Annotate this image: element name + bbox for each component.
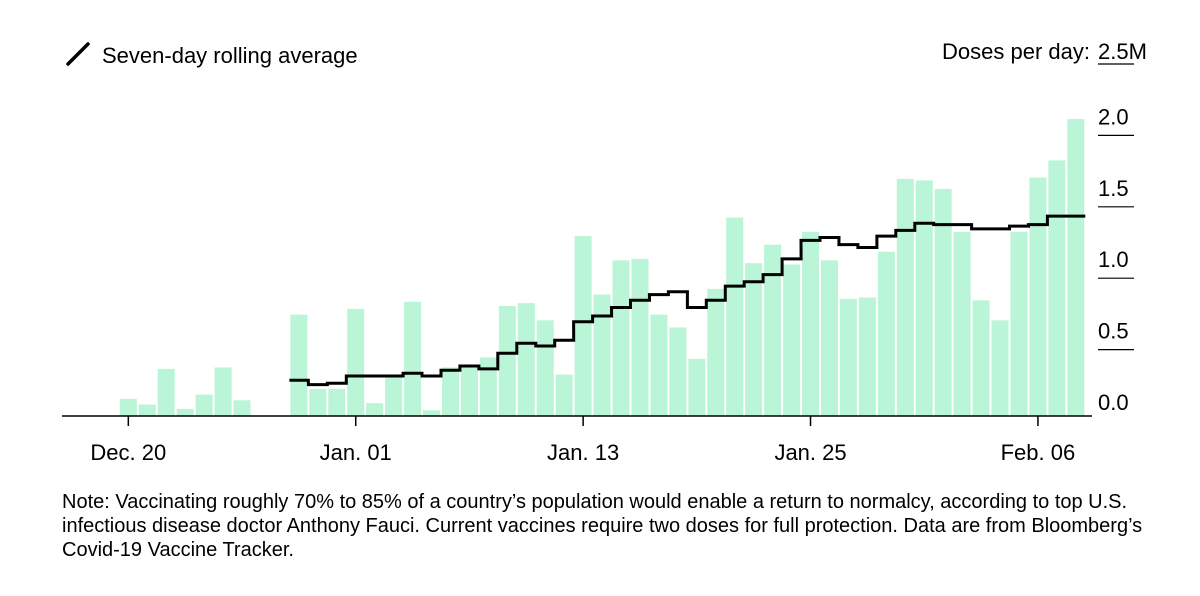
bar: [1067, 118, 1085, 416]
bar: [214, 367, 232, 416]
bar: [498, 306, 516, 416]
y-axis: 0.0 0.5 1.0 1.5 2.0 2.5M: [1098, 39, 1147, 415]
bar: [479, 357, 497, 416]
bar: [290, 314, 308, 416]
vaccine-doses-chart: Seven-day rolling average Doses per day:…: [62, 39, 1147, 465]
bar: [593, 294, 611, 416]
bar: [328, 388, 346, 416]
bar: [612, 260, 630, 416]
bar: [441, 367, 459, 416]
bar: [858, 297, 876, 416]
bar: [119, 398, 137, 416]
bar: [366, 403, 384, 416]
y-tick-label: 1.0: [1098, 247, 1129, 272]
legend: Seven-day rolling average: [66, 42, 358, 68]
x-tick-label: Jan. 25: [774, 440, 846, 465]
x-tick-label: Jan. 13: [547, 440, 619, 465]
y-tick-label: 1.5: [1098, 176, 1129, 201]
bar: [839, 298, 857, 416]
y-tick-label: 2.0: [1098, 104, 1129, 129]
bar: [783, 264, 801, 416]
bar: [385, 374, 403, 416]
legend-label: Seven-day rolling average: [102, 43, 358, 68]
bar: [176, 408, 194, 416]
bar: [555, 374, 573, 416]
bar: [669, 327, 687, 416]
bar: [972, 300, 990, 416]
bar: [157, 368, 175, 416]
bar: [915, 180, 933, 416]
chart-note: Note: Vaccinating roughly 70% to 85% of …: [62, 491, 1143, 561]
bar: [953, 231, 971, 416]
bar: [138, 404, 156, 416]
bar: [631, 258, 649, 416]
y-tick-label: 0.5: [1098, 319, 1129, 344]
bar: [233, 400, 251, 416]
bar: [877, 251, 895, 416]
bar: [1010, 231, 1028, 416]
bar: [460, 364, 478, 416]
bar: [934, 188, 952, 416]
bar: [896, 178, 914, 416]
bar: [574, 236, 592, 416]
y-unit-label: Doses per day:: [942, 39, 1090, 64]
bar: [820, 260, 838, 416]
bar: [404, 301, 422, 416]
bar: [707, 288, 725, 416]
bar: [726, 217, 744, 416]
bar: [1029, 177, 1047, 416]
y-tick-label: 0.0: [1098, 390, 1129, 415]
bar: [802, 231, 820, 416]
x-tick-label: Dec. 20: [90, 440, 166, 465]
x-tick-label: Jan. 01: [320, 440, 392, 465]
legend-line-swatch: [66, 42, 90, 66]
bar: [688, 358, 706, 416]
bar-series: [119, 118, 1085, 416]
rolling-average-line: [289, 214, 1086, 387]
bar: [1048, 160, 1066, 416]
bar: [517, 303, 535, 416]
y-tick-label: 2.5M: [1098, 39, 1147, 64]
bar: [991, 320, 1009, 416]
bar: [764, 244, 782, 416]
x-axis: Dec. 20 Jan. 01 Jan. 13 Jan. 25 Feb. 06: [90, 416, 1075, 465]
x-tick-label: Feb. 06: [1001, 440, 1076, 465]
bar: [745, 263, 763, 416]
bar: [650, 314, 668, 416]
bar: [423, 410, 441, 416]
bar: [309, 388, 327, 416]
bar: [195, 394, 213, 416]
bar: [536, 320, 554, 416]
bar: [347, 308, 365, 416]
